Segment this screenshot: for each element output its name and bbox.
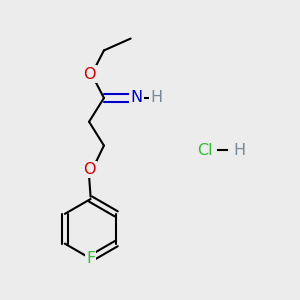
Text: O: O (83, 67, 95, 82)
Text: O: O (83, 162, 95, 177)
Text: H: H (150, 91, 162, 106)
Text: N: N (130, 91, 143, 106)
Text: Cl: Cl (197, 142, 213, 158)
Text: F: F (86, 251, 95, 266)
Text: H: H (233, 142, 245, 158)
